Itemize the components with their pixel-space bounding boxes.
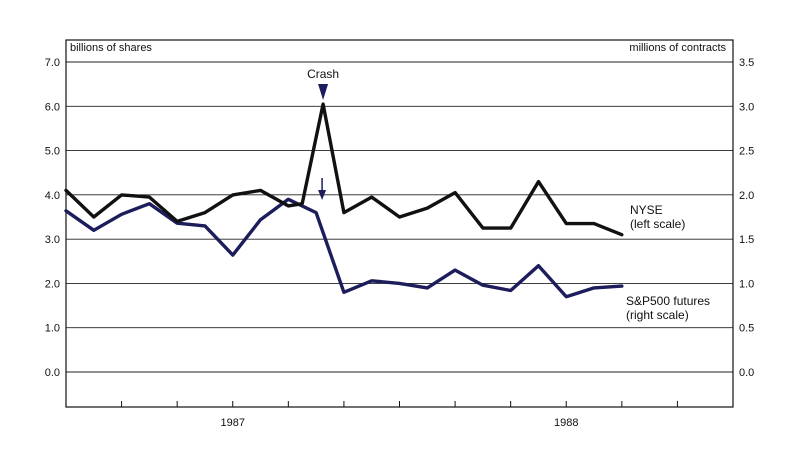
x-axis-labels: 1987 1988 xyxy=(221,417,579,429)
left-tick-label: 1.0 xyxy=(45,323,60,335)
right-tick-label: 1.0 xyxy=(739,278,754,290)
left-tick-label: 7.0 xyxy=(45,57,60,69)
x-ticks xyxy=(65,401,734,407)
crash-arrow-sp500 xyxy=(318,190,327,200)
x-axis-label: 1988 xyxy=(554,417,578,429)
right-tick-label: 3.0 xyxy=(739,101,754,113)
right-tick-label: 0.5 xyxy=(739,323,754,335)
left-axis-ticks: 0.0 1.0 2.0 3.0 4.0 5.0 6.0 7.0 xyxy=(45,57,60,379)
left-tick-label: 6.0 xyxy=(45,101,60,113)
series-line-sp500-futures xyxy=(64,197,624,299)
series-lines xyxy=(64,102,624,299)
series-label-sp500-futures: S&P500 futures xyxy=(626,294,710,308)
x-axis-label: 1987 xyxy=(221,417,245,429)
series-label-sp500-futures: (right scale) xyxy=(626,308,689,322)
series-labels: NYSE(left scale) S&P500 futures(right sca… xyxy=(626,203,710,322)
right-tick-label: 2.5 xyxy=(739,146,754,158)
series-label-nyse: NYSE xyxy=(630,203,663,217)
crash-label: Crash xyxy=(307,67,339,81)
left-tick-label: 0.0 xyxy=(45,367,60,379)
right-tick-label: 3.5 xyxy=(739,57,754,69)
series-label-nyse: (left scale) xyxy=(630,217,685,231)
crash-annotation: Crash xyxy=(307,67,339,200)
right-tick-label: 2.0 xyxy=(739,190,754,202)
right-axis-ticks: 0.0 0.5 1.0 1.5 2.0 2.5 3.0 3.5 xyxy=(739,57,754,379)
left-tick-label: 2.0 xyxy=(45,278,60,290)
left-tick-label: 5.0 xyxy=(45,146,60,158)
crash-arrow-nyse xyxy=(318,84,329,100)
series-line-nyse xyxy=(64,102,624,237)
left-tick-label: 4.0 xyxy=(45,190,60,202)
right-tick-label: 0.0 xyxy=(739,367,754,379)
left-axis-unit-label: billions of shares xyxy=(70,42,152,54)
right-axis-unit-label: millions of contracts xyxy=(629,42,726,54)
left-tick-label: 3.0 xyxy=(45,234,60,246)
right-tick-label: 1.5 xyxy=(739,234,754,246)
